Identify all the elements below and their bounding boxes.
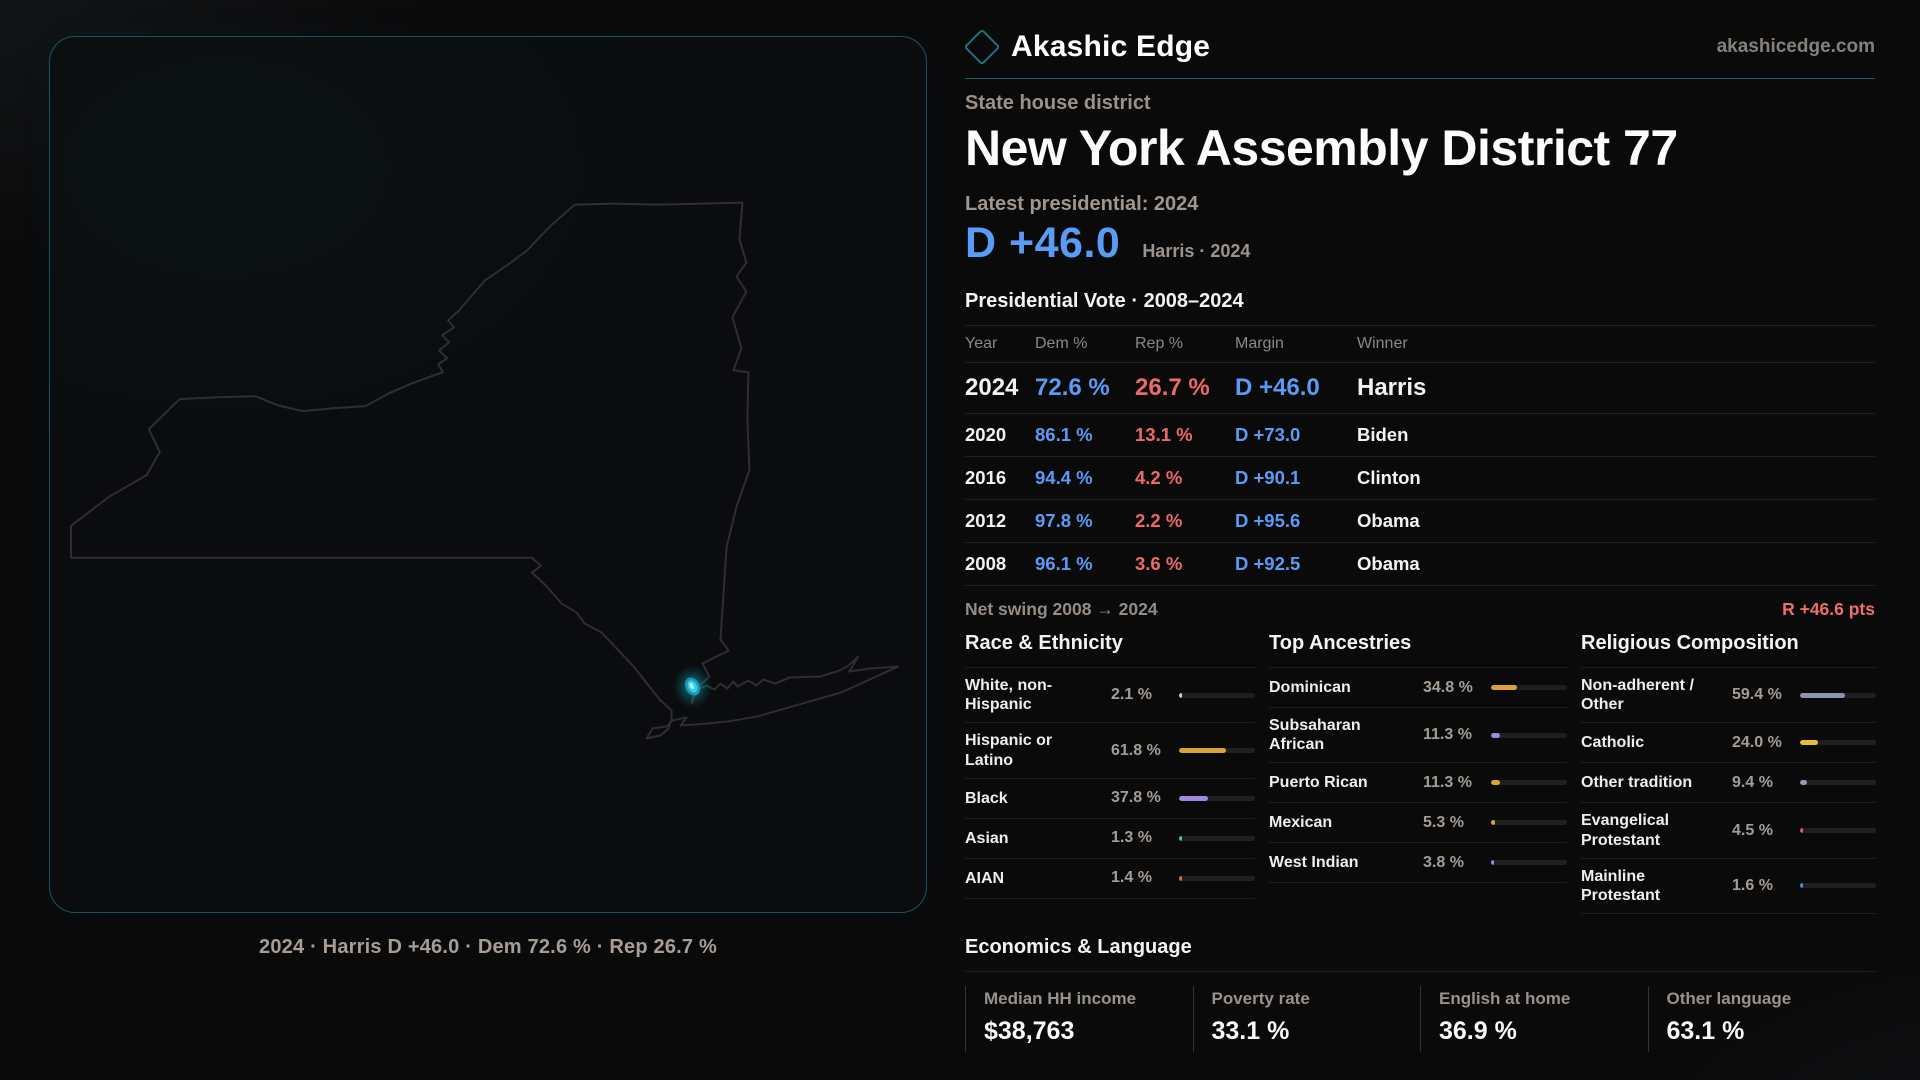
district-profile: Akashic Edge akashicedge.com State house… — [963, 24, 1876, 1080]
list-item: Black 37.8 % — [965, 779, 1255, 819]
stat-poverty-rate: Poverty rate 33.1 % — [1192, 986, 1421, 1053]
bar-fill — [1179, 795, 1208, 801]
bar-fill — [1800, 740, 1819, 746]
list-item: Mexican 5.3 % — [1269, 803, 1567, 844]
bar-fill — [1491, 820, 1496, 826]
col-winner: Winner — [1357, 335, 1408, 352]
list-item: Mainline Protestant 1.6 % — [1581, 859, 1876, 915]
bar-fill — [1179, 692, 1182, 698]
latest-margin-context: Harris · 2024 — [1142, 241, 1251, 261]
col-dem: Dem % — [1035, 335, 1088, 352]
header: Akashic Edge akashicedge.com — [963, 24, 1875, 70]
list-item: Evangelical Protestant 4.5 % — [1581, 803, 1876, 859]
bar-track — [1491, 860, 1567, 866]
list-item: Non-adherent / Other 59.4 % — [1581, 668, 1876, 724]
bar-fill — [1491, 780, 1500, 786]
district-map-panel — [49, 36, 927, 913]
map-caption: 2024 · Harris D +46.0 · Dem 72.6 % · Rep… — [259, 936, 717, 958]
table-row: 2008 96.1 % 3.6 % D +92.5 Obama — [965, 553, 1420, 574]
bar-track — [1179, 692, 1255, 698]
bar-track — [1179, 748, 1255, 754]
bar-track — [1800, 740, 1876, 746]
list-item: Other tradition 9.4 % — [1581, 763, 1876, 804]
stat-other-language: Other language 63.1 % — [1647, 986, 1876, 1053]
brand-diamond-icon — [963, 28, 1001, 66]
bar-track — [1179, 795, 1255, 801]
section-title: Religious Composition — [1581, 632, 1799, 654]
bar-fill — [1179, 748, 1226, 754]
district-type-kicker: State house district — [965, 92, 1151, 114]
list-item: Dominican 34.8 % — [1269, 668, 1567, 708]
bar-track — [1491, 780, 1567, 786]
col-rep: Rep % — [1135, 335, 1184, 352]
vote-table-title: Presidential Vote · 2008–2024 — [965, 290, 1244, 312]
ny-state-outline — [69, 201, 900, 740]
table-row: 2012 97.8 % 2.2 % D +95.6 Obama — [965, 510, 1420, 531]
bar-track — [1800, 828, 1876, 834]
vote-table-header: Year Dem % Rep % Margin Winner — [965, 326, 1875, 362]
brand-name: Akashic Edge — [1011, 30, 1211, 63]
bar-track — [1800, 780, 1876, 786]
religion-column: Religious Composition Non-adherent / Oth… — [1581, 632, 1876, 915]
bar-fill — [1800, 828, 1804, 834]
bar-track — [1800, 692, 1876, 698]
table-row: 2016 94.4 % 4.2 % D +90.1 Clinton — [965, 467, 1421, 488]
section-title: Race & Ethnicity — [965, 632, 1123, 654]
bar-fill — [1179, 835, 1182, 841]
table-row: 2024 72.6 % 26.7 % D +46.0 Harris — [965, 374, 1427, 401]
list-item: Subsaharan African 11.3 % — [1269, 708, 1567, 764]
bar-fill — [1800, 883, 1803, 889]
bar-track — [1800, 883, 1876, 889]
col-margin: Margin — [1235, 335, 1284, 352]
bar-fill — [1491, 685, 1518, 690]
stat-english-at-home: English at home 36.9 % — [1420, 986, 1648, 1053]
bar-fill — [1800, 692, 1846, 698]
table-row: 2020 86.1 % 13.1 % D +73.0 Biden — [965, 424, 1409, 445]
stat-median-income: Median HH income $38,763 — [965, 986, 1193, 1053]
net-swing-value: R +46.6 pts — [1782, 599, 1875, 619]
latest-margin-row: D +46.0 Harris · 2024 — [965, 222, 1875, 265]
latest-presidential-label: Latest presidential: 2024 — [965, 193, 1199, 215]
race-ethnicity-column: Race & Ethnicity White, non-Hispanic 2.1… — [965, 632, 1255, 914]
economics-stats: Median HH income $38,763 Poverty rate 33… — [965, 986, 1876, 1053]
bar-track — [1491, 685, 1567, 690]
list-item: White, non-Hispanic 2.1 % — [965, 668, 1255, 724]
latest-margin-value: D +46.0 — [965, 219, 1121, 267]
net-swing-row: Net swing 2008 → 2024 R +46.6 pts — [965, 586, 1875, 630]
ny-state-map — [69, 201, 900, 740]
demographics-section: Race & Ethnicity White, non-Hispanic 2.1… — [965, 632, 1876, 915]
net-swing-label: Net swing 2008 → 2024 — [965, 599, 1158, 619]
district-highlight-marker — [672, 664, 713, 709]
list-item: West Indian 3.8 % — [1269, 843, 1567, 884]
list-item: AIAN 1.4 % — [965, 859, 1255, 899]
bar-track — [1179, 875, 1255, 881]
list-item: Asian 1.3 % — [965, 819, 1255, 859]
col-year: Year — [965, 335, 998, 352]
list-item: Catholic 24.0 % — [1581, 723, 1876, 764]
section-title: Top Ancestries — [1269, 632, 1412, 654]
bar-track — [1491, 820, 1567, 826]
bar-fill — [1800, 780, 1808, 786]
list-item: Puerto Rican 11.3 % — [1269, 763, 1567, 804]
bar-track — [1491, 732, 1567, 738]
bar-fill — [1491, 860, 1494, 866]
list-item: Hispanic or Latino 61.8 % — [965, 723, 1255, 779]
bar-track — [1179, 835, 1255, 841]
header-divider — [965, 78, 1875, 79]
bar-fill — [1179, 875, 1182, 881]
page-title: New York Assembly District 77 — [965, 120, 1678, 176]
economics-title: Economics & Language — [965, 936, 1192, 959]
bar-fill — [1491, 732, 1500, 738]
ancestries-column: Top Ancestries Dominican 34.8 % Subsahar… — [1269, 632, 1567, 914]
brand-domain-link[interactable]: akashicedge.com — [1716, 36, 1875, 57]
